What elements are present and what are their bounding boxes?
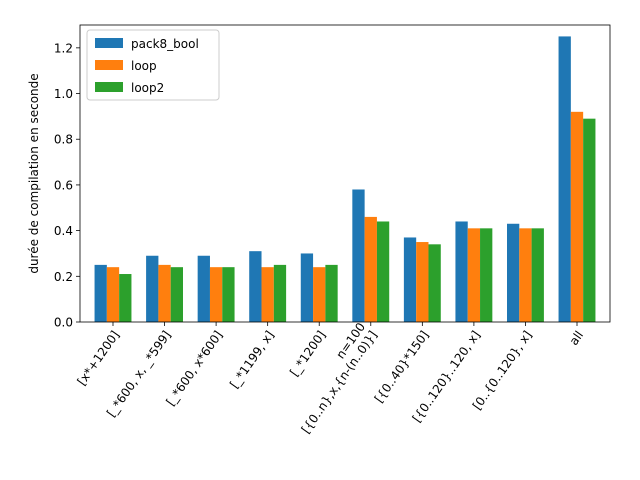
y-tick-label: 0.0 <box>54 316 73 330</box>
x-tick-label-line: [_*600, x*600] <box>163 328 225 408</box>
legend-swatch-loop <box>95 60 123 70</box>
x-tick-label-line: [x*+1200] <box>75 328 123 388</box>
bar-pack8_bool-4 <box>300 253 314 322</box>
legend-label-pack8_bool: pack8_bool <box>131 37 199 51</box>
y-tick-label: 0.2 <box>54 270 73 284</box>
y-tick-label: 0.6 <box>54 178 73 192</box>
bar-pack8_bool-6 <box>403 237 417 322</box>
bar-loop2-1 <box>170 267 183 322</box>
bar-loop-2 <box>209 267 223 322</box>
bar-loop-9 <box>570 111 584 322</box>
bar-loop2-2 <box>222 267 235 322</box>
bar-pack8_bool-7 <box>455 221 468 322</box>
bar-pack8_bool-2 <box>197 255 210 322</box>
bar-loop-5 <box>364 216 377 322</box>
bar-loop2-9 <box>583 118 596 322</box>
bars-layer <box>94 36 596 323</box>
x-tick-label-line: [_*1199, x] <box>227 328 277 391</box>
bar-loop-4 <box>313 267 326 322</box>
legend-label-loop: loop <box>131 59 157 73</box>
x-tick-label: [_*600, x*600] <box>163 328 225 408</box>
x-tick-label-line: [_*1200] <box>287 328 328 379</box>
bar-pack8_bool-1 <box>146 255 159 322</box>
bar-pack8_bool-5 <box>352 189 365 322</box>
x-tick-label: n=100[{0..n},x,{n-(n..0)}] <box>287 320 380 436</box>
y-tick-label: 1.2 <box>54 41 73 55</box>
bar-loop-0 <box>106 267 120 322</box>
x-axis: [x*+1200][_*600, x, _*599][_*600, x*600]… <box>75 320 587 436</box>
bar-pack8_bool-0 <box>94 264 107 322</box>
legend-label-loop2: loop2 <box>131 81 164 95</box>
x-tick-label: [_*1200] <box>287 328 328 379</box>
legend-swatch-loop2 <box>95 82 123 92</box>
bar-loop2-5 <box>376 221 390 322</box>
y-tick-label: 0.8 <box>54 133 73 147</box>
bar-pack8_bool-9 <box>558 36 571 323</box>
plot-frame <box>79 24 611 323</box>
x-tick-label: all <box>567 328 587 348</box>
bar-loop2-6 <box>428 244 441 322</box>
x-tick-label-line: all <box>567 328 587 348</box>
bar-loop-6 <box>416 242 429 322</box>
bar-loop2-3 <box>273 264 287 322</box>
bar-loop-7 <box>467 228 481 322</box>
bar-loop2-4 <box>325 264 338 322</box>
y-tick-label: 0.4 <box>54 224 73 238</box>
bar-loop-3 <box>261 267 274 322</box>
bar-loop2-0 <box>119 274 132 322</box>
y-tick-label: 1.0 <box>54 87 73 101</box>
x-tick-label-line: [{0..40}*150] <box>372 328 432 405</box>
bar-loop-1 <box>158 264 171 322</box>
x-tick-label: [{0..40}*150] <box>372 328 432 405</box>
bar-pack8_bool-3 <box>249 251 262 322</box>
legend-swatch-pack8_bool <box>95 38 123 48</box>
bar-loop2-8 <box>531 228 544 322</box>
bar-loop-8 <box>519 228 532 322</box>
x-tick-label: [_*1199, x] <box>227 328 277 391</box>
y-axis-label: durée de compilation en seconde <box>27 73 41 273</box>
bar-loop2-7 <box>480 228 493 322</box>
bar-pack8_bool-8 <box>507 223 520 322</box>
x-tick-label: [x*+1200] <box>75 328 123 388</box>
y-axis: 0.0 0.2 0.4 0.6 0.8 1.0 1.2 <box>54 41 80 330</box>
